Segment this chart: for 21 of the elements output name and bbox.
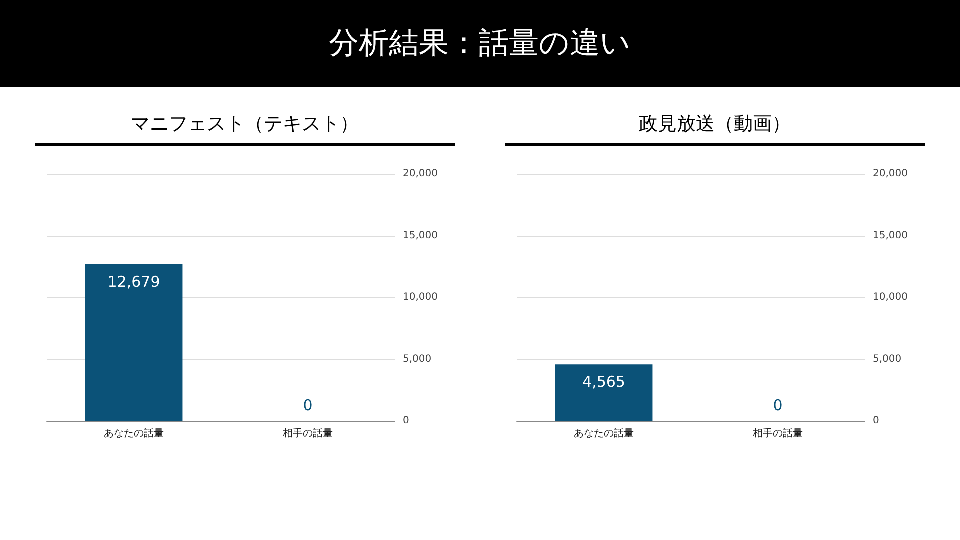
data-label: 0 bbox=[773, 396, 783, 414]
x-tick-label: 相手の話量 bbox=[753, 428, 803, 440]
y-tick-label: 0 bbox=[873, 416, 880, 426]
y-tick-label: 5,000 bbox=[403, 354, 432, 365]
x-tick-label: 相手の話量 bbox=[283, 428, 333, 440]
chart-title: マニフェスト（テキスト） bbox=[35, 105, 455, 146]
data-label: 0 bbox=[303, 396, 313, 414]
y-tick-label: 15,000 bbox=[403, 230, 438, 242]
x-tick-label: あなたの話量 bbox=[104, 428, 164, 440]
text: 分析結果：話量の違い bbox=[0, 0, 960, 87]
y-tick-label: 20,000 bbox=[403, 168, 438, 180]
y-tick-label: 0 bbox=[403, 416, 410, 426]
y-tick-label: 20,000 bbox=[873, 168, 908, 180]
data-label: 4,565 bbox=[582, 373, 626, 392]
data-label: 12,679 bbox=[108, 272, 160, 291]
y-tick-label: 10,000 bbox=[873, 292, 908, 303]
y-tick-label: 10,000 bbox=[403, 292, 438, 303]
y-tick-label: 15,000 bbox=[873, 230, 908, 242]
y-tick-label: 5,000 bbox=[873, 354, 902, 365]
x-tick-label: あなたの話量 bbox=[574, 428, 634, 440]
chart-title: 政見放送（動画） bbox=[505, 105, 925, 146]
